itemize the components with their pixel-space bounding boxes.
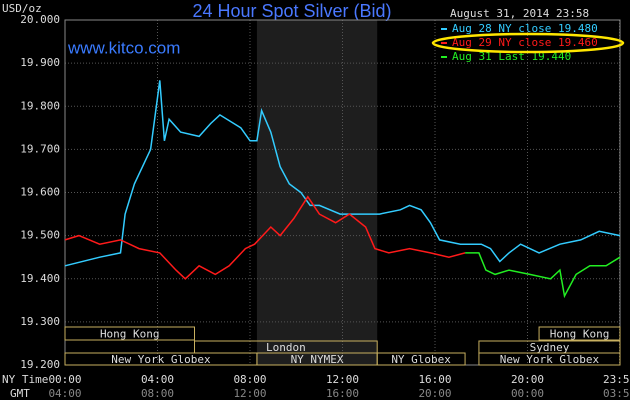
legend-entry: Aug 29 NY close 19.460 <box>452 36 598 49</box>
x2-tick-label: 12:00 <box>233 387 266 400</box>
session-label: NY Globex <box>391 353 451 366</box>
session-label: New York Globex <box>500 353 600 366</box>
x-tick-label: 04:00 <box>141 373 174 386</box>
x2-tick-label: 08:00 <box>141 387 174 400</box>
x-tick-label: 12:00 <box>326 373 359 386</box>
session-bar <box>478 352 621 366</box>
session-label: Hong Kong <box>550 328 610 341</box>
legend-entry: Aug 31 Last 19.440 <box>452 50 571 63</box>
series-line <box>465 252 621 299</box>
session-label: Hong Kong <box>100 328 160 341</box>
session-label: NY NYMEX <box>291 353 344 366</box>
x-axis-label: NY Time <box>2 373 48 386</box>
x-tick-label: 20:00 <box>511 373 544 386</box>
legend-highlight <box>431 32 625 54</box>
x2-tick-label: 20:00 <box>418 387 451 400</box>
session-bar <box>376 352 466 366</box>
session-label: Sydney <box>530 341 570 354</box>
source: www.kitco.com <box>67 38 180 57</box>
y-tick-label: 19.200 <box>20 358 60 371</box>
x2-axis-label: GMT <box>10 387 30 400</box>
x-tick-label: 23:59 <box>603 373 630 386</box>
series-line <box>64 80 621 267</box>
y-tick-label: 20.000 <box>20 13 60 26</box>
series-line <box>64 195 466 280</box>
session-bar <box>64 326 195 341</box>
y-axis-label: USD/oz <box>2 2 42 15</box>
x2-tick-label: 03:59 <box>603 387 630 400</box>
y-tick-label: 19.400 <box>20 272 60 285</box>
y-tick-label: 19.500 <box>20 229 60 242</box>
x-tick-label: 00:00 <box>48 373 81 386</box>
chart-title: 24 Hour Spot Silver (Bid) <box>192 1 391 21</box>
y-tick-label: 19.900 <box>20 56 60 69</box>
x2-tick-label: 16:00 <box>326 387 359 400</box>
y-tick-label: 19.700 <box>20 142 60 155</box>
session-bar <box>538 326 621 341</box>
x-tick-label: 16:00 <box>418 373 451 386</box>
y-tick-label: 19.800 <box>20 99 60 112</box>
legend-entry: Aug 28 NY close 19.480 <box>452 22 598 35</box>
y-tick-label: 19.600 <box>20 186 60 199</box>
x2-tick-label: 00:00 <box>511 387 544 400</box>
session-label: London <box>266 341 306 354</box>
x-tick-label: 08:00 <box>233 373 266 386</box>
date-label: August 31, 2014 23:58 <box>450 7 589 20</box>
y-tick-label: 19.300 <box>20 315 60 328</box>
x2-tick-label: 04:00 <box>48 387 81 400</box>
session-label: New York Globex <box>111 353 211 366</box>
